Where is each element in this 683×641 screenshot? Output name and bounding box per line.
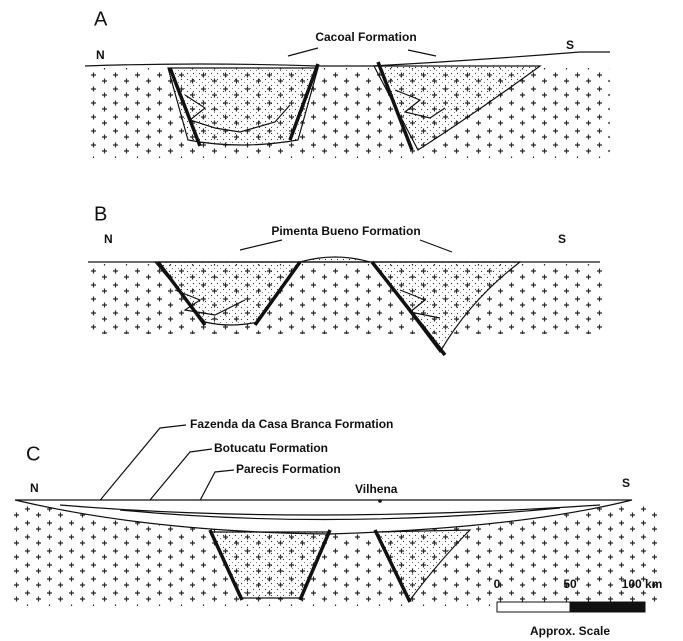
city-marker (378, 499, 382, 503)
scale-tick-label: 100 km (622, 577, 663, 591)
north-label: N (96, 48, 105, 62)
panel-label: A (94, 8, 108, 30)
leader (92, 425, 234, 512)
panel-label: B (94, 203, 107, 225)
surface (85, 52, 610, 66)
formation-label: Fazenda da Casa Branca Formation (190, 417, 393, 431)
south-label: S (566, 38, 574, 52)
south-label: S (622, 476, 630, 490)
leader (288, 48, 436, 56)
panel-label: C (26, 443, 40, 465)
scale-segment (497, 602, 570, 612)
north-label: N (104, 232, 113, 246)
formation-label: Parecis Formation (236, 462, 341, 476)
panel-a: A Cacoal Formation N S (85, 8, 610, 158)
south-label: S (558, 232, 566, 246)
north-label: N (30, 481, 39, 495)
basin (168, 68, 318, 145)
scale-tick-label: 50 (563, 577, 577, 591)
basement (85, 68, 610, 158)
scale-segment (570, 602, 645, 612)
leader (240, 240, 452, 252)
formation-label: Cacoal Formation (315, 30, 416, 44)
panel-b: B Pimenta Bueno Formation N S (88, 203, 608, 355)
formation-label: Botucatu Formation (214, 441, 328, 455)
diagram: A Cacoal Formation N S B Pimenta Bueno F… (0, 0, 683, 641)
basin (300, 257, 370, 262)
scale-tick-label: 0 (494, 577, 501, 591)
place-label: Vilhena (355, 482, 398, 496)
formation-label: Pimenta Bueno Formation (271, 224, 420, 238)
scale-caption: Approx. Scale (530, 624, 610, 638)
